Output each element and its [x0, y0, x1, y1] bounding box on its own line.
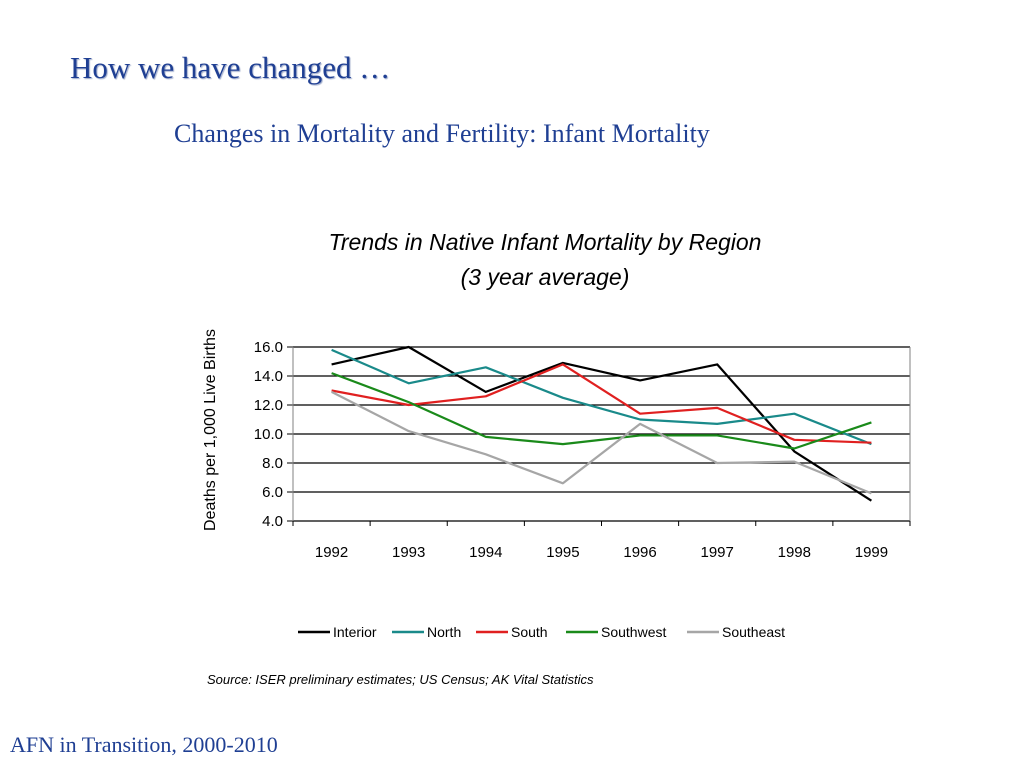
y-tick-label: 4.0: [262, 513, 283, 530]
slide-subheading: Changes in Mortality and Fertility: Infa…: [174, 119, 710, 148]
chart-title: Trends in Native Infant Mortality by Reg…: [329, 229, 762, 255]
slide-heading: How we have changed …: [70, 50, 391, 85]
x-tick-label: 1997: [701, 544, 734, 561]
series-line-south: [331, 363, 872, 444]
x-tick-label: 1992: [315, 544, 348, 561]
x-tick-label: 1995: [546, 544, 579, 561]
legend-label-interior: Interior: [333, 624, 377, 640]
axes: 16.0 14.0 12.0 10.0 8.0 6.0 4.0 1992 1993 1994 199…: [254, 339, 911, 561]
series-line-north: [331, 348, 872, 446]
legend-label-southwest: Southwest: [601, 624, 666, 640]
x-tick-label: 1998: [778, 544, 811, 561]
x-tick-label: 1996: [623, 544, 656, 561]
legend-label-southeast: Southeast: [722, 624, 785, 640]
series-lines: [331, 345, 872, 502]
y-tick-label: 6.0: [262, 484, 283, 501]
series-line-southwest: [331, 372, 872, 450]
source-note: Source: ISER preliminary estimates; US C…: [207, 672, 594, 687]
y-tick-label: 16.0: [254, 339, 283, 356]
chart-subtitle: (3 year average): [461, 264, 630, 290]
legend-label-north: North: [427, 624, 461, 640]
y-tick-label: 8.0: [262, 455, 283, 472]
legend-label-south: South: [511, 624, 548, 640]
x-tick-label: 1993: [392, 544, 425, 561]
x-tick-label: 1999: [855, 544, 888, 561]
y-axis-label: Deaths per 1,000 Live Births: [202, 329, 219, 531]
y-tick-label: 14.0: [254, 368, 283, 385]
x-tick-label: 1994: [469, 544, 502, 561]
series-line-southeast: [331, 390, 872, 495]
y-tick-label: 10.0: [254, 426, 283, 443]
slide-footer: AFN in Transition, 2000-2010: [10, 732, 278, 757]
series-line-interior: [331, 345, 872, 502]
legend: Interior North South Southwest Southeast: [298, 624, 785, 640]
y-tick-label: 12.0: [254, 397, 283, 414]
